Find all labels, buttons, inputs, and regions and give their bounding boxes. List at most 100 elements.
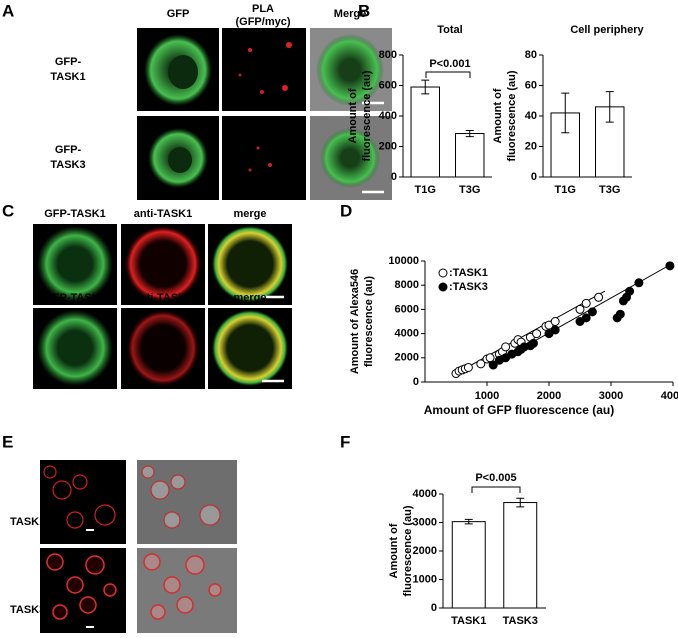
error-bar <box>421 79 430 95</box>
y-axis-label: Amount of <box>492 88 504 143</box>
scatter-point <box>463 362 473 372</box>
panel-a-images <box>137 28 392 200</box>
scatter-point <box>529 338 538 348</box>
y-axis-label: Amount of Alexa546 <box>349 269 361 374</box>
scatter-point <box>634 278 644 288</box>
panel-letter: C <box>2 201 14 220</box>
y-tick-label: 10000 <box>388 255 419 267</box>
bar <box>410 86 440 178</box>
row-label: TASK3 <box>10 604 45 616</box>
y-tick-label: 6000 <box>395 303 419 315</box>
image-label: merge <box>233 292 266 304</box>
scatter-point <box>532 329 542 339</box>
error-bar <box>465 129 474 138</box>
x-tick-label: T3G <box>459 184 480 196</box>
annotation: P<0.001 <box>429 58 470 70</box>
panel-e-images <box>40 460 237 633</box>
scatter-point <box>575 304 585 314</box>
scatter-point <box>615 309 625 319</box>
legend-label: :TASK1 <box>449 267 488 279</box>
annotation: P<0.005 <box>475 472 516 484</box>
y-tick-label: 4000 <box>395 328 419 340</box>
y-tick-label: 1000 <box>413 573 437 585</box>
y-tick-label: 0 <box>413 376 419 388</box>
row-label: TASK1 <box>10 516 45 528</box>
y-tick-label: 200 <box>379 140 397 152</box>
panel-letter: A <box>2 1 14 20</box>
y-tick-label: 8000 <box>395 279 419 291</box>
y-tick-label: 2000 <box>413 545 437 557</box>
error-bar <box>516 497 525 508</box>
y-tick-label: 3000 <box>413 516 437 528</box>
scatter-point <box>501 342 511 352</box>
y-tick-label: 80 <box>525 49 537 61</box>
error-bar <box>605 91 614 123</box>
x-tick-label: TASK1 <box>451 615 486 627</box>
scatter-point <box>625 286 635 296</box>
y-tick-label: 600 <box>379 79 397 91</box>
significance-bracket <box>425 71 471 78</box>
y-axis-label: Amount of <box>388 523 400 578</box>
scatter-point <box>581 313 591 323</box>
y-tick-label: 0 <box>391 171 397 183</box>
panel-letter: E <box>2 432 13 451</box>
error-bar <box>561 92 570 134</box>
x-tick-label: TASK3 <box>503 615 538 627</box>
y-axis-label: fluorescence (au) <box>506 70 518 161</box>
image-label: GFP-TASK1 <box>44 208 106 220</box>
x-axis-label: Amount of GFP fluorescence (au) <box>424 403 614 417</box>
y-tick-label: 60 <box>525 79 537 91</box>
y-axis-label: fluorescence (au) <box>402 505 414 596</box>
bar <box>451 521 486 609</box>
chart-title: Cell periphery <box>570 24 644 36</box>
scatter-point <box>587 307 597 317</box>
scatter-point <box>488 360 498 370</box>
scatter-point <box>550 317 560 326</box>
panel-c-images <box>33 224 292 389</box>
y-tick-label: 800 <box>379 49 397 61</box>
y-tick-label: 20 <box>525 140 537 152</box>
x-tick-label: T3G <box>599 184 620 196</box>
chart-title: Total <box>437 24 462 36</box>
scatter-point <box>665 261 675 271</box>
panel-letter: F <box>340 432 350 451</box>
column-label: (GFP/myc) <box>235 16 290 28</box>
y-tick-label: 0 <box>531 171 537 183</box>
y-axis-label: fluorescence (au) <box>363 276 375 367</box>
panel-letter: D <box>340 201 352 220</box>
scatter-point <box>581 298 591 308</box>
row-label: GFP- <box>55 56 82 68</box>
image-label: anti-TASK1 <box>134 208 192 220</box>
image-label: GFP-TASK3 <box>44 292 106 304</box>
legend-marker <box>438 282 448 292</box>
column-label: GFP <box>167 8 190 20</box>
legend-label: :TASK3 <box>449 281 488 293</box>
scatter-point <box>550 325 560 335</box>
x-tick-label: 2000 <box>537 390 561 402</box>
scatter-point <box>476 359 486 369</box>
row-label: TASK1 <box>50 71 85 83</box>
x-tick-label: 3000 <box>599 390 623 402</box>
bar <box>503 502 538 609</box>
y-tick-label: 0 <box>431 602 437 614</box>
bar <box>455 133 485 178</box>
x-tick-label: T1G <box>415 184 436 196</box>
image-label: anti-TASK3 <box>134 292 192 304</box>
x-tick-label: T1G <box>555 184 576 196</box>
error-bar <box>464 518 473 525</box>
column-label: PLA <box>252 3 274 15</box>
row-label: GFP- <box>55 144 82 156</box>
y-tick-label: 4000 <box>413 488 437 500</box>
legend-marker <box>438 268 448 278</box>
significance-bracket <box>471 486 521 493</box>
column-label: Merge <box>334 8 366 20</box>
image-label: merge <box>233 208 266 220</box>
panel-letter: B <box>358 1 370 20</box>
y-tick-label: 2000 <box>395 352 419 364</box>
y-tick-label: 400 <box>379 110 397 122</box>
y-axis-label: Amount of <box>347 88 359 143</box>
y-tick-label: 40 <box>525 110 537 122</box>
y-axis-label: fluorescence (au) <box>361 70 373 161</box>
x-tick-label: 4000 <box>661 390 678 402</box>
